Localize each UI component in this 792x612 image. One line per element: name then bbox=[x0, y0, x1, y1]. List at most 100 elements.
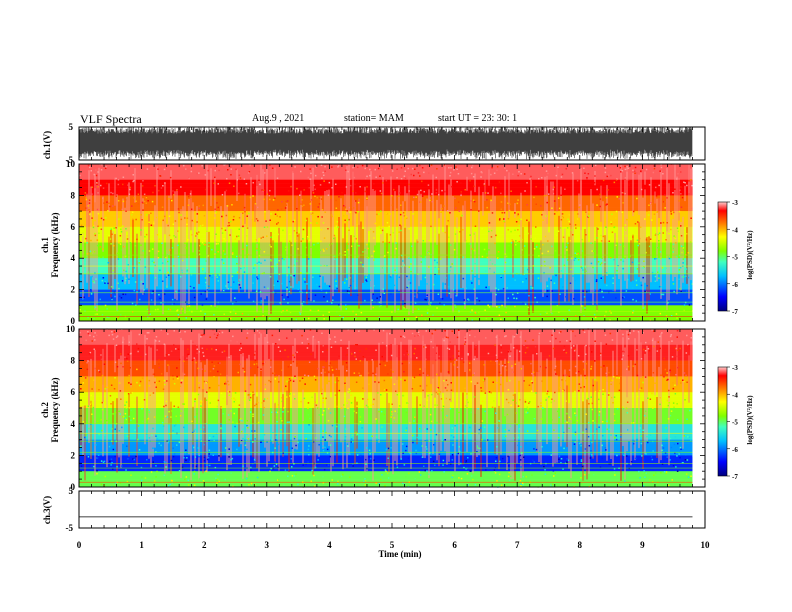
ch2-spectrogram-speckle bbox=[223, 347, 681, 401]
ch1-spectrogram-speckle bbox=[176, 224, 627, 311]
ch1-spectrogram-band bbox=[79, 230, 693, 235]
ch1-spectrogram-speckle bbox=[338, 164, 522, 175]
ch1-spectrogram-speckle bbox=[173, 234, 596, 243]
colorbar1-label: log(PSD)(V²/Hz) bbox=[746, 230, 754, 280]
ch1-spectrogram-speckle bbox=[124, 251, 647, 311]
ch2-spectrogram-speckle bbox=[321, 377, 593, 401]
ch1-spectrogram-speckle bbox=[460, 191, 673, 215]
ch1-spectrogram-speckle bbox=[497, 221, 506, 253]
ch2-spectrogram-speckle bbox=[125, 401, 341, 423]
ch2-spectrogram-speckle bbox=[253, 448, 587, 463]
ch1-spectrogram-speckle bbox=[247, 257, 603, 316]
ch2-spectrogram-speckle bbox=[148, 436, 419, 471]
ch2-spectrogram-speckle bbox=[112, 394, 647, 420]
ch2-spectrogram-band bbox=[79, 411, 693, 417]
ch2-spectrogram-band bbox=[79, 344, 693, 350]
ch2-spectrogram-speckle bbox=[151, 433, 603, 447]
ch2-spectrogram-speckle bbox=[153, 397, 269, 418]
ch2-colorbar: -3 -4 -5 -6 -7 bbox=[717, 364, 738, 481]
ch1-spectrogram-speckle bbox=[383, 292, 518, 300]
ch2-spectrogram-speckle bbox=[160, 330, 350, 334]
ch1-spectrogram-speckle bbox=[87, 196, 628, 221]
ch2-spectrogram-speckle bbox=[255, 371, 530, 405]
ch2-spectrogram-speckle bbox=[160, 444, 244, 467]
ch1-spectrogram-speckle bbox=[122, 200, 382, 230]
ch1-spectrogram-speckle bbox=[79, 163, 694, 197]
ch2-spectrogram-band bbox=[79, 332, 693, 338]
ch2-spectrogram-speckle bbox=[100, 346, 533, 375]
ch1-spectrogram-speckle bbox=[148, 199, 553, 259]
ch2-spectrogram-speckle bbox=[437, 365, 593, 395]
ch1-spectrogram-speckle bbox=[204, 272, 665, 305]
ch1-spectrogram-speckle bbox=[201, 277, 207, 311]
ch2-spectrogram-speckle bbox=[188, 422, 285, 486]
ch2-spectrogram-speckle bbox=[130, 409, 472, 414]
ch1-spectrogram-speckle bbox=[116, 242, 592, 310]
ch2-spectrogram-streak bbox=[416, 396, 588, 480]
ch2-spectrogram-speckle bbox=[172, 378, 451, 401]
ch2-spectrogram-speckle bbox=[322, 344, 525, 347]
ch2-spectrogram-speckle bbox=[162, 425, 625, 456]
ch1-spectrogram-speckle bbox=[274, 197, 357, 214]
ch2-spectrogram-speckle bbox=[177, 400, 522, 487]
ch1-spectrogram-speckle bbox=[90, 220, 659, 255]
ch1-spectrogram-speckle bbox=[196, 172, 430, 175]
ch1-spectrogram-band bbox=[79, 281, 693, 286]
ch1-spectrogram-speckle bbox=[84, 305, 341, 312]
ch1-spectrogram-speckle bbox=[319, 275, 648, 287]
ch1-spectrogram-speckle bbox=[351, 213, 634, 314]
ch1-spectrogram-speckle bbox=[140, 242, 333, 246]
ch1-spectrogram-speckle bbox=[81, 202, 537, 228]
chart-title: VLF Spectra bbox=[80, 112, 142, 126]
ch1-spectrogram-speckle bbox=[190, 267, 608, 276]
ch2-spectrogram-speckle bbox=[166, 345, 530, 382]
ch2-spectrogram-speckle bbox=[240, 427, 421, 433]
ch1-spectrogram-speckle bbox=[92, 280, 675, 285]
ch1-spectrogram-speckle bbox=[238, 228, 582, 268]
ch2-spectrogram-speckle bbox=[89, 431, 584, 479]
ch1-spectrogram-speckle bbox=[302, 210, 672, 231]
ch2-spectrogram-speckle bbox=[169, 421, 575, 435]
ch2-spectrogram-speckle bbox=[253, 444, 645, 472]
ch2-spectrogram-speckle bbox=[178, 427, 499, 472]
ch1-spectrogram-speckle bbox=[198, 207, 245, 211]
ch2-spectrogram-speckle bbox=[150, 404, 355, 473]
ch2-spectrogram-speckle bbox=[181, 456, 525, 469]
ch2-spectrogram-band bbox=[79, 435, 693, 440]
ch1-spectrogram-speckle bbox=[79, 185, 244, 243]
time-axis: 0 1 2 3 4 5 6 7 8 9 10 bbox=[77, 540, 710, 550]
ch2-spectrogram-speckle bbox=[507, 365, 656, 404]
ch2-spectrogram-speckle bbox=[221, 351, 532, 365]
ch2-spectrogram-speckle bbox=[110, 384, 428, 405]
ch2-spectrogram-band bbox=[79, 376, 693, 381]
ch1-spectrogram-speckle bbox=[167, 249, 476, 274]
ch1-spectrogram-speckle bbox=[102, 276, 644, 303]
ch2-spectrogram-speckle bbox=[234, 392, 531, 403]
ch2-spectrogram-band bbox=[79, 404, 693, 409]
ch1-spectrogram-speckle bbox=[154, 185, 258, 220]
ch1-spectrogram-speckle bbox=[144, 257, 577, 304]
ch2-spectrogram-speckle bbox=[439, 383, 612, 393]
ch1-spectrogram-speckle bbox=[107, 262, 301, 293]
ch1-spectrogram-speckle bbox=[150, 205, 445, 214]
ch1-spectrogram-band bbox=[79, 293, 693, 298]
colorbar1-tick-label: -3 bbox=[732, 199, 738, 207]
ch1-spectrogram-speckle bbox=[174, 220, 664, 234]
ch2-spectrogram-speckle bbox=[110, 348, 208, 387]
ch2-spectrogram-speckle bbox=[425, 446, 690, 479]
ch2-spectrogram-band bbox=[79, 360, 693, 365]
ch2-spectrogram-ytick-label: 0 bbox=[71, 482, 76, 492]
ch1-spectrogram-speckle bbox=[129, 242, 622, 261]
ch1-spectrogram-speckle bbox=[207, 214, 573, 311]
ch1-waveform-frame bbox=[78, 126, 706, 161]
ch1-waveform-ylabel: ch.1(V) bbox=[42, 131, 52, 159]
ch2-spectrogram-speckle bbox=[345, 408, 407, 412]
ch1-spectrogram-speckle bbox=[124, 285, 331, 297]
ch1-spectrogram-speckle bbox=[120, 247, 659, 251]
ch1-spectrogram-speckle bbox=[348, 214, 519, 231]
ch1-spectrogram-speckle bbox=[147, 263, 494, 318]
ch1-spectrogram-speckle bbox=[185, 168, 254, 184]
ch1-spectrogram-speckle bbox=[500, 186, 587, 214]
ch2-spectrogram-speckle bbox=[173, 351, 568, 407]
